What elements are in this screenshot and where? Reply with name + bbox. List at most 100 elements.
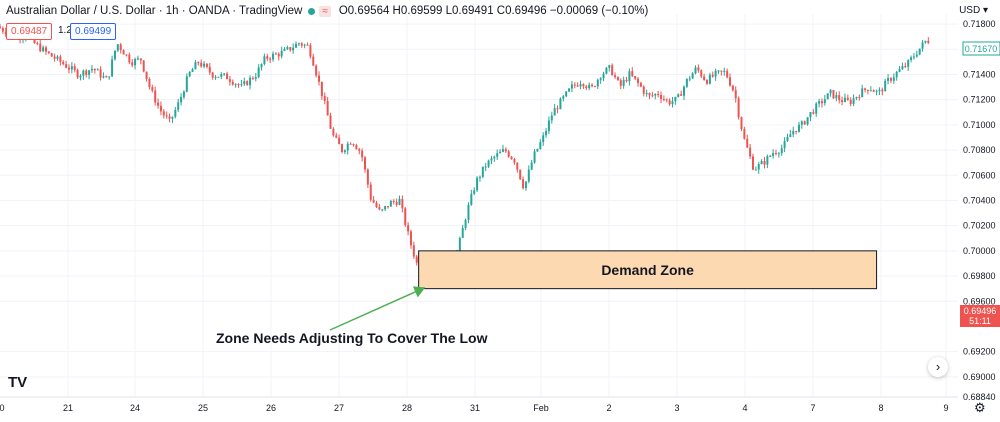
candle-body [237,84,240,86]
candle-body [591,84,594,87]
candle-body [162,111,165,116]
callout-arrow [329,286,426,331]
candle-body [829,90,832,94]
candle-body [358,149,361,151]
candle-body [62,61,65,65]
candle-body [677,94,680,97]
candle-body [251,77,254,79]
candle-body [47,51,50,54]
candle-body [849,99,852,104]
candle-body [809,112,812,118]
candle-body [473,190,476,194]
candle-body [355,145,358,150]
candle-body [93,68,96,71]
candle-body [507,151,510,157]
candle-body [694,67,697,74]
candle-body [769,155,772,157]
candle-body [231,81,234,85]
candle-body [864,88,867,90]
candle-body [306,44,309,46]
candle-body [116,44,119,51]
time-axis[interactable]: 0 21 24 25 26 27 28 31 Feb 2 3 4 7 8 9 [0,396,958,413]
x-tick-label: 8 [878,403,883,413]
gear-icon[interactable]: ⚙ [974,400,986,415]
x-tick-label: 7 [810,403,815,413]
tradingview-logo-icon[interactable]: TV [8,374,28,391]
candle-body [415,256,418,263]
candle-body [297,43,300,45]
last-price-value: 0.69496 [964,306,997,316]
candle-body [65,64,68,68]
arrow-line [329,289,419,331]
candle-body [401,198,404,209]
candle-body [524,181,527,189]
candle-body [780,148,783,154]
candle-body [197,62,200,64]
candle-body [395,201,398,205]
candle-body [559,98,562,110]
candle-body [309,45,312,57]
candle-body [145,71,148,79]
candle-body [157,102,160,106]
currency-selector[interactable]: USD ▾ [959,5,988,16]
candle-body [881,89,884,92]
candle-body [726,70,729,78]
candle-body [42,47,45,52]
candle-body [625,80,628,82]
candle-body [772,153,775,156]
candle-body [924,40,927,43]
candle-body [889,78,892,81]
candle-body [481,166,484,177]
sell-button[interactable]: 0.69487 [6,23,53,40]
candle-body [96,69,99,71]
candle-body [312,56,315,66]
candle-body [542,135,545,143]
ohlc-values: O0.69564 H0.69599 L0.69491 C0.69496 −0.0… [338,5,649,17]
candle-body [657,94,660,96]
demand-zone[interactable] [418,250,878,290]
candle-body [797,124,800,132]
candle-body [102,76,105,78]
replay-icon[interactable]: ≈ [319,5,331,17]
candle-body [499,151,502,154]
candle-body [616,77,619,81]
scroll-right-icon[interactable]: › [928,357,948,377]
candle-body [277,53,280,57]
candle-body [723,70,726,72]
candle-body [582,84,585,87]
candle-body [852,98,855,104]
candle-body [76,69,79,78]
candle-body [547,120,550,132]
candle-body [605,67,608,74]
candle-body [645,93,648,95]
currency-label: USD [959,5,981,16]
candle-body [139,58,142,61]
candle-body [458,237,461,253]
candle-body [622,80,625,86]
candle-body [283,49,286,51]
candle-body [608,65,611,68]
candle-body [516,162,519,170]
candle-body [674,96,677,102]
y-tick-label: 0.69000 [963,372,996,382]
buy-button[interactable]: 0.69499 [70,23,117,40]
candle-body [795,130,798,132]
candle-body [562,96,565,99]
candle-body [59,56,62,62]
x-tick-label: 0 [0,403,5,413]
symbol-title[interactable]: Australian Dollar / U.S. Dollar · 1h · O… [6,5,303,17]
candle-body [539,142,542,149]
candle-body [846,97,849,100]
candle-body [82,70,85,76]
candle-body [838,95,841,101]
y-tick-label: 0.69800 [963,271,996,281]
candle-body [872,90,875,92]
candle-body [223,73,226,75]
candle-body [180,97,183,103]
candle-body [895,71,898,78]
callout-text: Zone Needs Adjusting To Cover The Low [216,330,488,346]
candle-body [409,231,412,246]
price-axis[interactable]: 0.718000.716000.714000.712000.710000.708… [958,0,1000,417]
